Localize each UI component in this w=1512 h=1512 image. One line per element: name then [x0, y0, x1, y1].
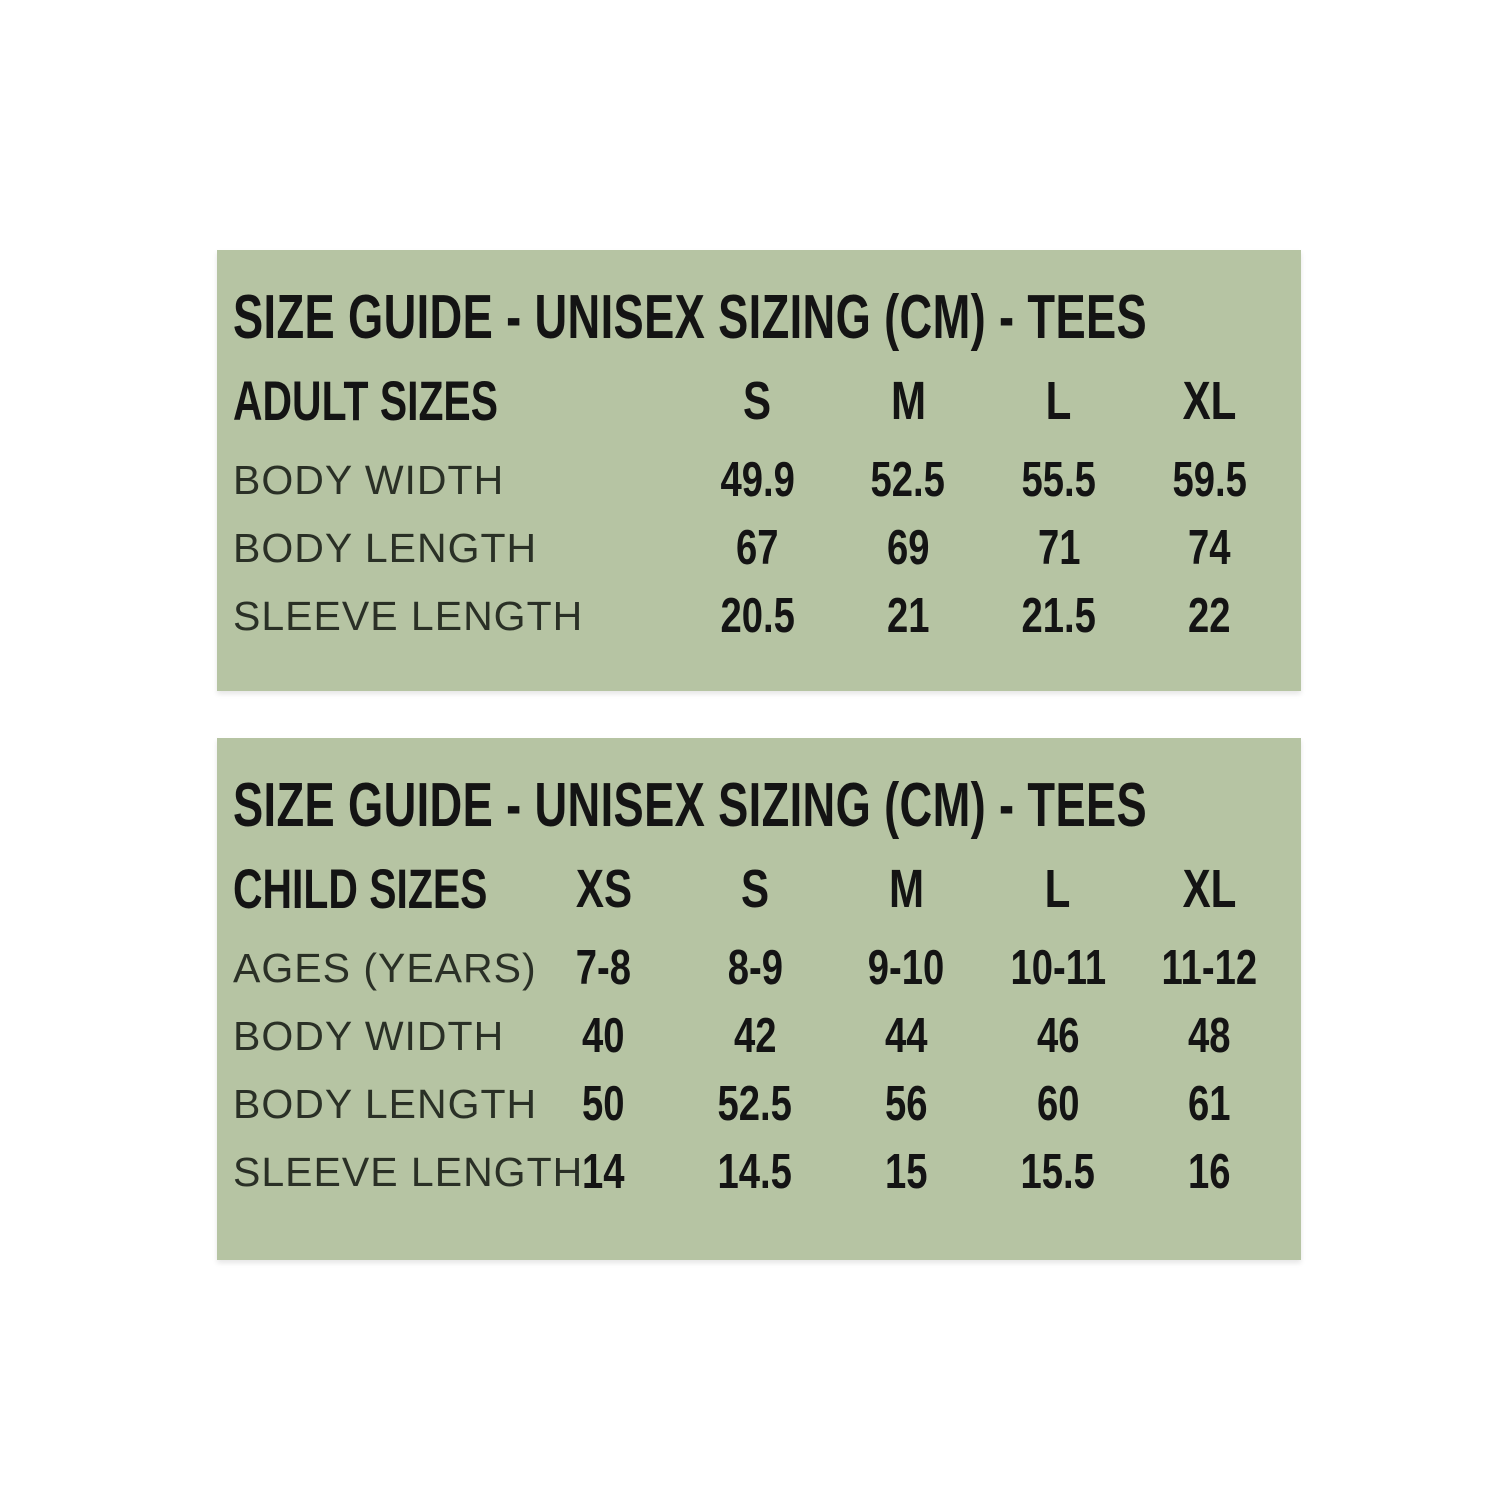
child-size-guide-title-text: SIZE GUIDE - UNISEX SIZING (CM) - TEES: [233, 771, 1148, 840]
cell-value: 67: [736, 520, 779, 575]
adult-size-guide-title-text: SIZE GUIDE - UNISEX SIZING (CM) - TEES: [233, 283, 1148, 352]
child-section-label: CHILD SIZES: [233, 857, 488, 920]
cell-value: 46: [1036, 1008, 1080, 1063]
adult-col-header-xl: XL: [1182, 371, 1237, 431]
cell-value: 61: [1188, 1076, 1231, 1131]
row-label: AGES (YEARS): [233, 944, 537, 991]
row-label: BODY WIDTH: [233, 456, 505, 503]
child-header-row: CHILD SIZES XS S M L XL: [233, 854, 1285, 924]
child-size-guide-panel: SIZE GUIDE - UNISEX SIZING (CM) - TEES C…: [217, 738, 1301, 1260]
child-data-rows: AGES (YEARS) 7-8 8-9 9-10 10-11 11-12 BO…: [233, 934, 1285, 1206]
cell-value: 21: [886, 588, 930, 643]
cell-value: 56: [885, 1076, 928, 1131]
cell-value: 16: [1188, 1144, 1231, 1199]
cell-value: 15: [885, 1144, 928, 1199]
child-size-guide-title: SIZE GUIDE - UNISEX SIZING (CM) - TEES: [233, 774, 1285, 838]
adult-col-header-s: S: [743, 371, 772, 431]
cell-value: 44: [885, 1008, 928, 1063]
cell-value: 20.5: [720, 588, 795, 643]
child-col-header-xl: XL: [1182, 859, 1237, 919]
child-col-header-l: L: [1045, 859, 1071, 919]
cell-value: 14.5: [717, 1144, 793, 1199]
adult-section-label: ADULT SIZES: [233, 369, 498, 432]
cell-value: 59.5: [1172, 452, 1247, 507]
cell-value: 9-10: [868, 940, 945, 995]
cell-value: 49.9: [720, 452, 795, 507]
adult-size-guide-title: SIZE GUIDE - UNISEX SIZING (CM) - TEES: [233, 286, 1285, 350]
child-col-header-m: M: [888, 859, 925, 919]
table-row-sleeve-length: SLEEVE LENGTH 20.5 21 21.5 22: [233, 582, 1285, 650]
cell-value: 69: [886, 520, 930, 575]
table-row-body-width: BODY WIDTH 40 42 44 46 48: [233, 1002, 1285, 1070]
row-label: SLEEVE LENGTH: [233, 1148, 584, 1195]
row-label: BODY LENGTH: [233, 524, 538, 571]
cell-value: 10-11: [1010, 940, 1106, 995]
row-label: BODY LENGTH: [233, 1080, 538, 1127]
cell-value: 50: [582, 1076, 625, 1131]
cell-value: 52.5: [870, 452, 946, 507]
adult-size-guide-panel: SIZE GUIDE - UNISEX SIZING (CM) - TEES A…: [217, 250, 1301, 691]
cell-value: 8-9: [727, 940, 783, 995]
cell-value: 14: [582, 1144, 625, 1199]
adult-col-header-l: L: [1046, 371, 1072, 431]
cell-value: 11-12: [1161, 940, 1258, 995]
cell-value: 42: [733, 1008, 777, 1063]
cell-value: 52.5: [717, 1076, 793, 1131]
adult-col-header-m: M: [890, 371, 926, 431]
cell-value: 7-8: [576, 940, 632, 995]
child-col-header-xs: XS: [575, 859, 632, 919]
row-label: SLEEVE LENGTH: [233, 592, 584, 639]
table-row-body-width: BODY WIDTH 49.9 52.5 55.5 59.5: [233, 446, 1285, 514]
cell-value: 21.5: [1021, 588, 1097, 643]
cell-value: 55.5: [1021, 452, 1097, 507]
table-row-body-length: BODY LENGTH 67 69 71 74: [233, 514, 1285, 582]
table-row-sleeve-length: SLEEVE LENGTH 14 14.5 15 15.5 16: [233, 1138, 1285, 1206]
adult-header-row: ADULT SIZES S M L XL: [233, 366, 1285, 436]
cell-value: 40: [582, 1008, 625, 1063]
table-row-ages: AGES (YEARS) 7-8 8-9 9-10 10-11 11-12: [233, 934, 1285, 1002]
child-col-header-s: S: [741, 859, 770, 919]
row-label: BODY WIDTH: [233, 1012, 505, 1059]
cell-value: 74: [1188, 520, 1231, 575]
cell-value: 22: [1188, 588, 1231, 643]
adult-data-rows: BODY WIDTH 49.9 52.5 55.5 59.5 BODY LENG…: [233, 446, 1285, 650]
cell-value: 48: [1188, 1008, 1231, 1063]
cell-value: 15.5: [1020, 1144, 1096, 1199]
table-row-body-length: BODY LENGTH 50 52.5 56 60 61: [233, 1070, 1285, 1138]
cell-value: 71: [1037, 520, 1081, 575]
cell-value: 60: [1036, 1076, 1080, 1131]
